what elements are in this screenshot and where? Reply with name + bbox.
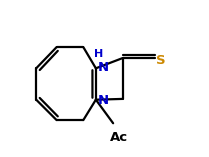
Text: Ac: Ac: [110, 131, 129, 144]
Text: N: N: [97, 94, 108, 107]
Text: H: H: [94, 49, 103, 59]
Text: N: N: [97, 61, 108, 73]
Text: S: S: [156, 54, 166, 67]
